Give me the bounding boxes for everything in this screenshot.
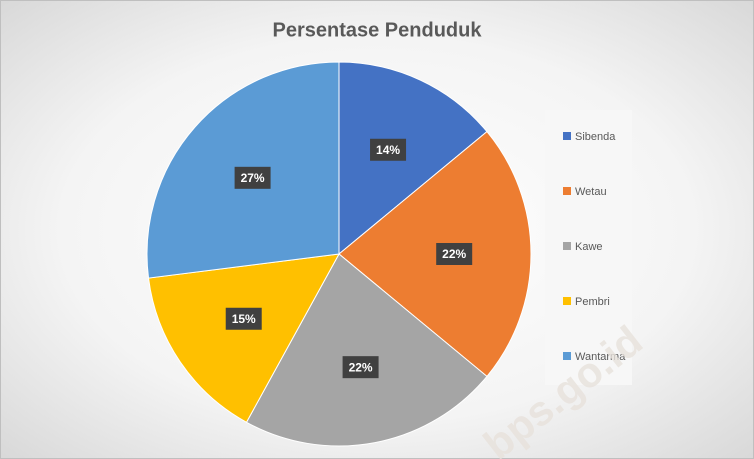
legend: Sibenda Wetau Kawe Pembri Wantarma <box>563 131 626 363</box>
data-label: 22% <box>349 360 373 374</box>
pie-slice <box>245 253 488 447</box>
legend-box <box>545 110 632 385</box>
data-labels: 14% 22% 22% 15% 27% <box>225 138 473 379</box>
legend-label: Pembri <box>575 296 610 308</box>
data-label-box <box>225 307 262 330</box>
legend-label: Kawe <box>575 241 603 253</box>
data-label: 22% <box>442 247 466 261</box>
pie-slice <box>147 253 340 423</box>
legend-marker <box>563 187 571 195</box>
data-label-box <box>436 243 473 265</box>
legend-marker <box>563 132 571 140</box>
chart-title: Persentase Penduduk <box>273 19 483 41</box>
pie-slice <box>338 130 532 378</box>
pie-slice <box>338 61 488 256</box>
legend-label: Wetau <box>575 186 607 198</box>
pie <box>146 61 532 447</box>
data-label-box <box>234 166 271 189</box>
legend-label: Sibenda <box>575 131 616 143</box>
legend-marker <box>563 297 571 305</box>
legend-label: Wantarma <box>575 351 626 363</box>
legend-marker <box>563 242 571 250</box>
data-label-box <box>342 356 379 379</box>
legend-marker <box>563 352 571 360</box>
data-label-box <box>370 138 407 161</box>
data-label: 14% <box>376 143 400 157</box>
data-label: 27% <box>241 171 265 185</box>
data-label: 15% <box>232 312 256 326</box>
